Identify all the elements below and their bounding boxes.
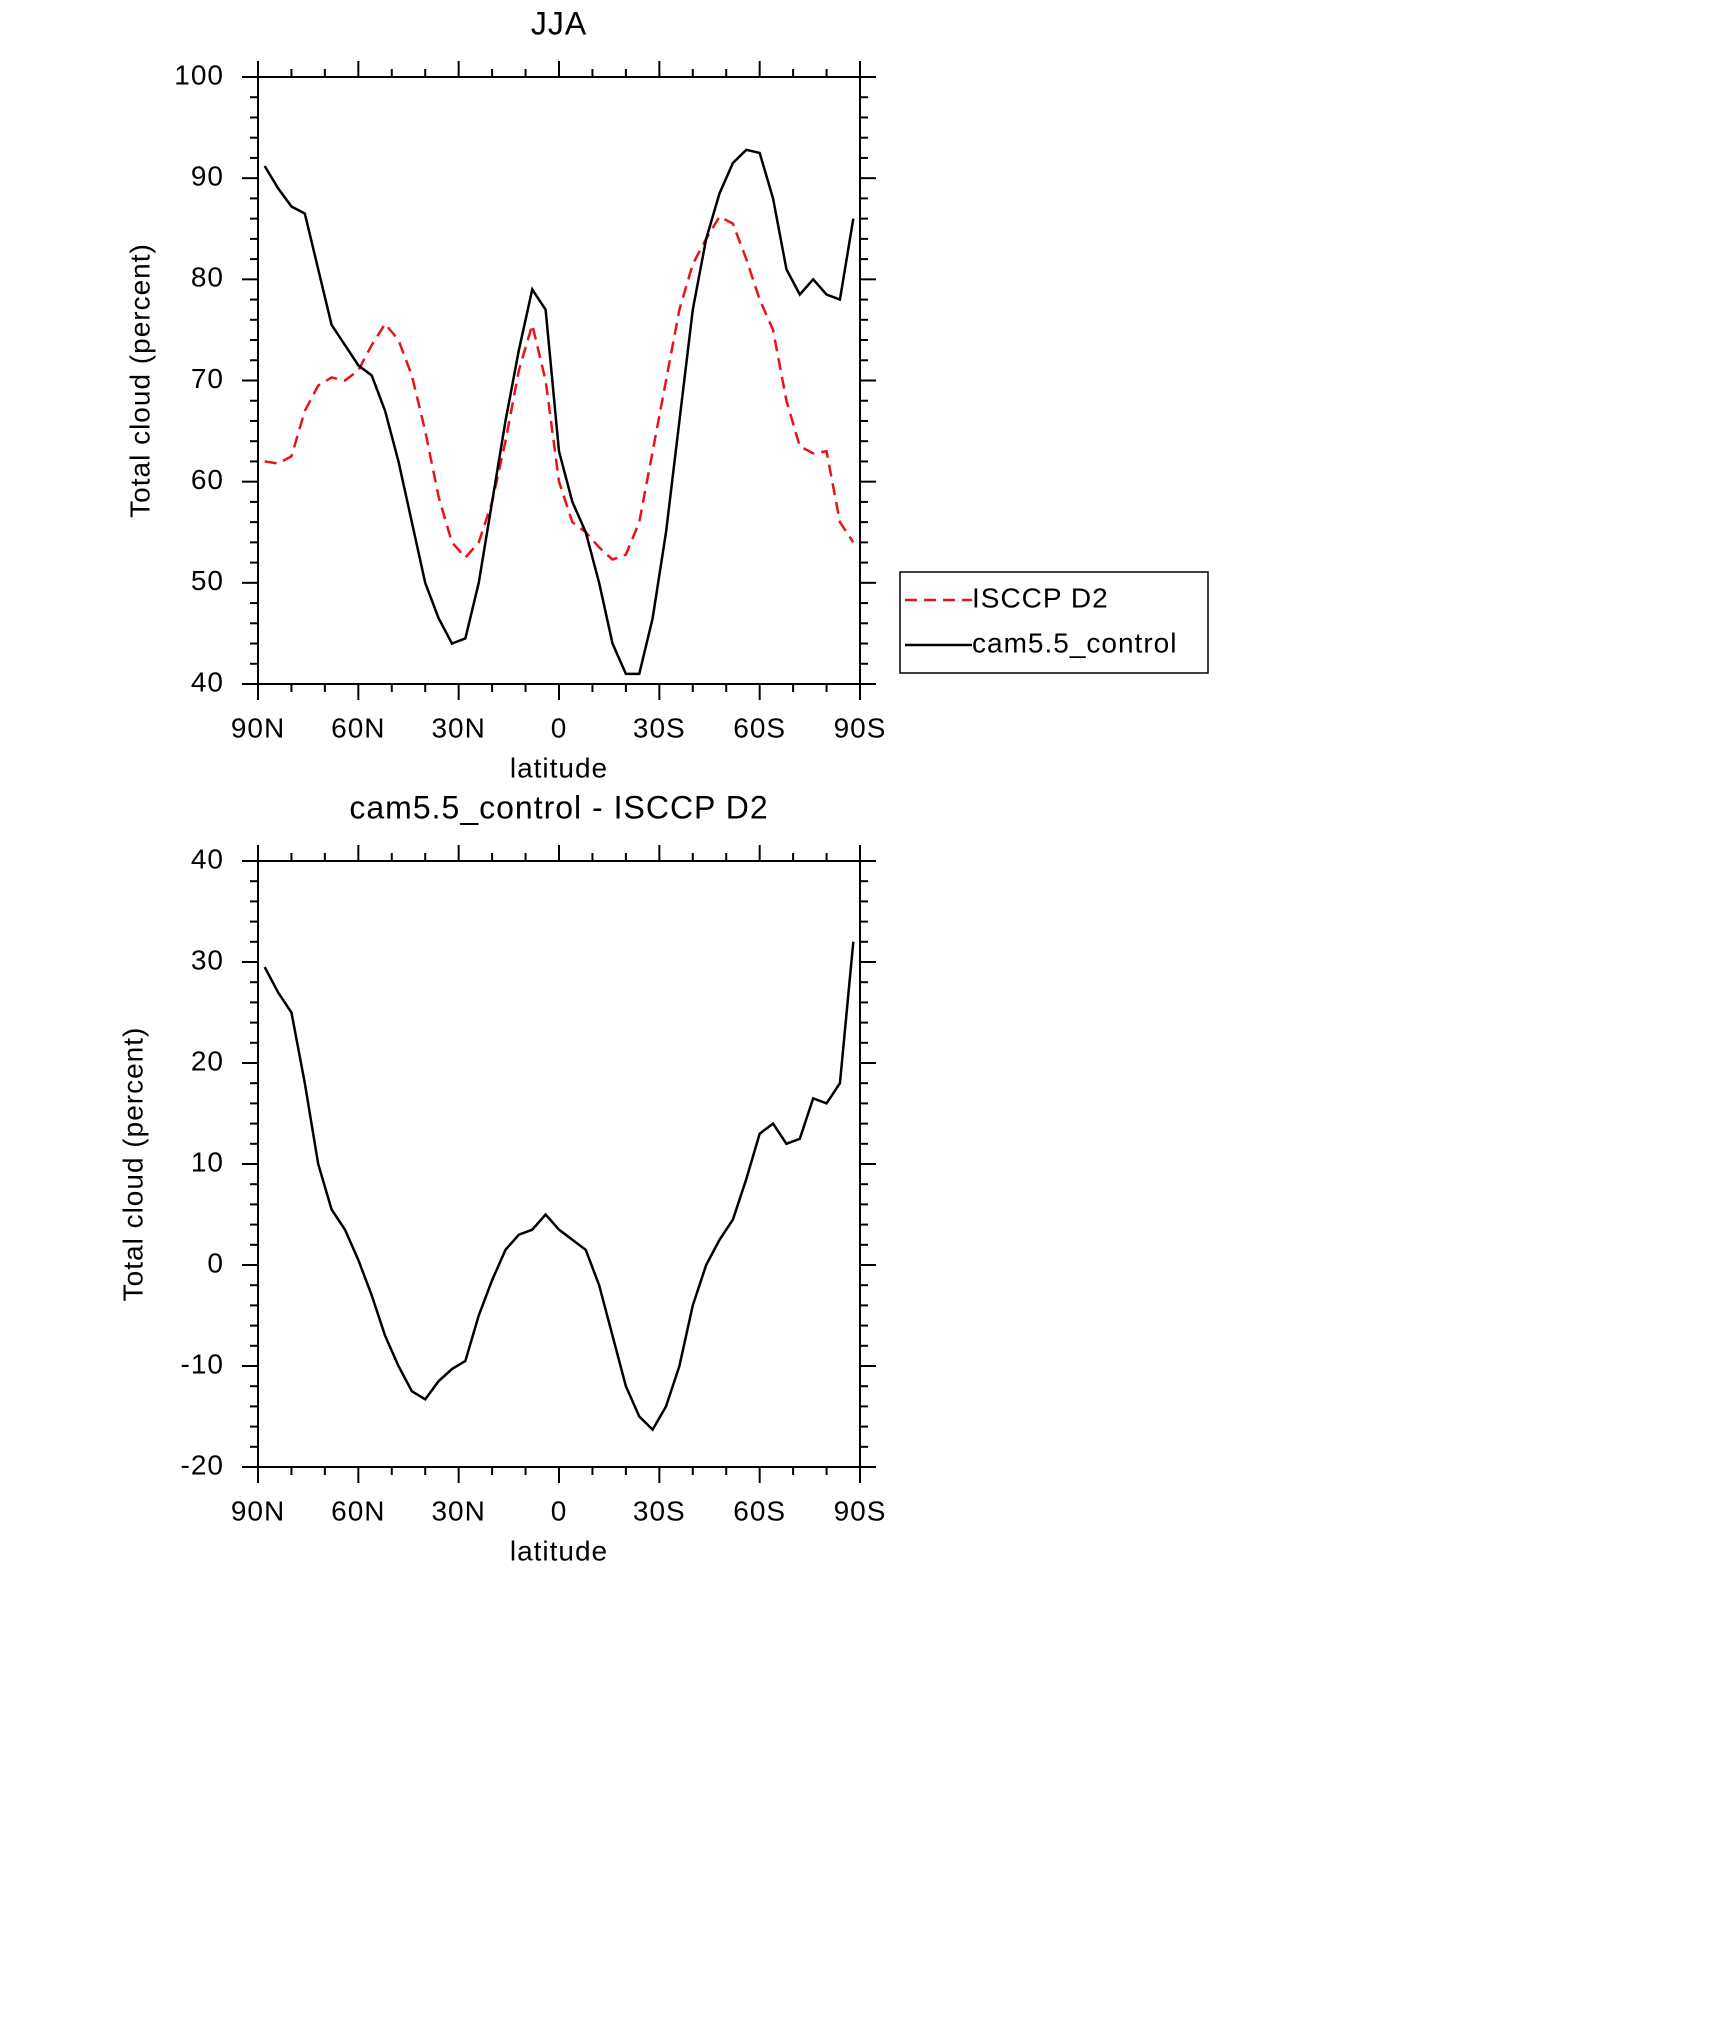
y-tick-label: 10 [191,1146,224,1177]
y-tick-label: 70 [191,363,224,394]
x-tick-label: 90N [231,712,285,743]
x-axis-label: latitude [510,1535,608,1566]
y-tick-label: 40 [191,666,224,697]
y-tick-label: 60 [191,464,224,495]
y-tick-label: 100 [174,59,224,90]
plot-frame [257,76,861,685]
x-tick-label: 0 [551,712,568,743]
x-tick-label: 30S [633,1495,686,1526]
x-tick-label: 30N [431,712,485,743]
data-line [264,214,855,562]
y-tick-label: 50 [191,565,224,596]
x-tick-label: 30S [633,712,686,743]
legend-label: cam5.5_control [972,627,1177,658]
x-tick-label: 90S [834,712,887,743]
y-tick-label: 90 [191,161,224,192]
y-tick-label: 80 [191,262,224,293]
chart-title: cam5.5_control - ISCCP D2 [349,789,768,825]
y-axis-label: Total cloud (percent) [117,1027,148,1302]
y-tick-label: 20 [191,1045,224,1076]
x-tick-label: 0 [551,1495,568,1526]
x-tick-label: 90S [834,1495,887,1526]
x-tick-label: 60N [331,712,385,743]
y-tick-label: -10 [181,1348,224,1379]
legend-box [899,571,1209,674]
data-line [263,941,855,1432]
chart-title: JJA [531,5,587,41]
x-tick-label: 60S [733,712,786,743]
x-tick-label: 60S [733,1495,786,1526]
plot-frame [257,860,861,1468]
y-axis-label: Total cloud (percent) [124,243,155,518]
y-tick-label: 0 [207,1247,224,1278]
x-tick-label: 90N [231,1495,285,1526]
y-tick-label: 30 [191,944,224,975]
data-line [263,148,855,676]
x-axis-label: latitude [510,752,608,783]
x-tick-label: 60N [331,1495,385,1526]
legend-label: ISCCP D2 [972,582,1109,613]
x-tick-label: 30N [431,1495,485,1526]
y-tick-label: -20 [181,1449,224,1480]
y-tick-label: 40 [191,843,224,874]
